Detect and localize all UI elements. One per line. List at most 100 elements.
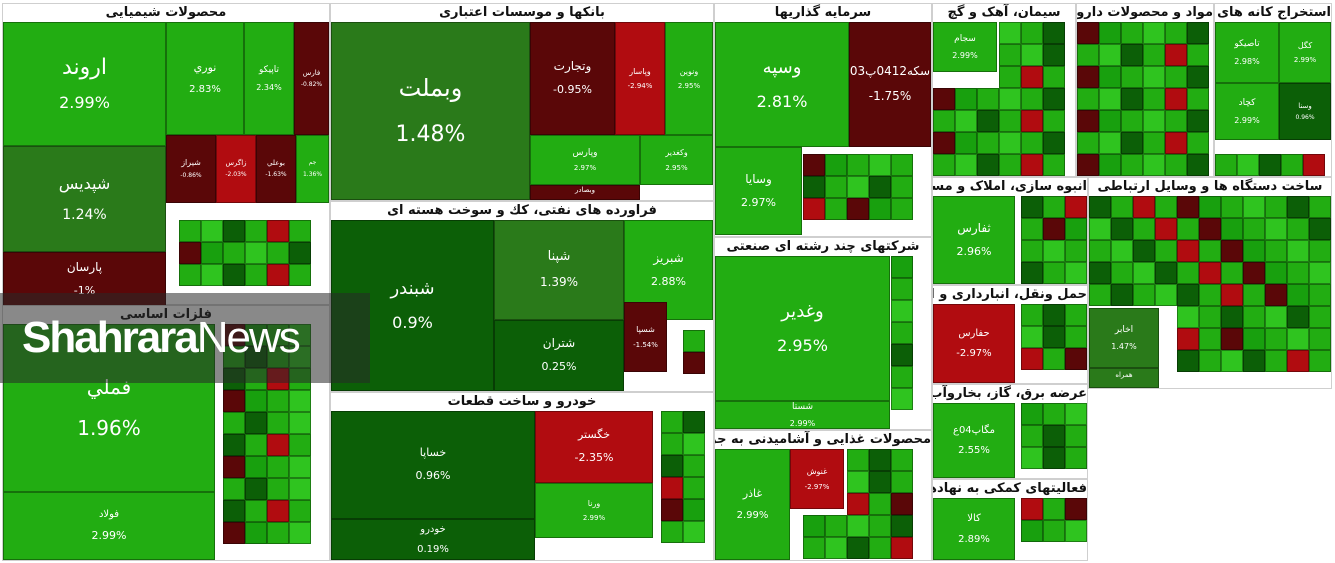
symbol-tile[interactable]: بوعلي -1.63% [256,135,296,203]
minor-symbol-tile[interactable] [1021,218,1043,240]
symbol-tile[interactable]: وكغدير 2.95% [640,135,713,185]
minor-symbol-tile[interactable] [683,330,705,352]
minor-symbol-tile[interactable] [1021,66,1043,88]
minor-symbol-tile[interactable] [847,449,869,471]
minor-symbol-tile[interactable] [1221,328,1243,350]
minor-symbol-tile[interactable] [1021,326,1043,348]
minor-symbol-tile[interactable] [825,176,847,198]
minor-symbol-tile[interactable] [267,220,289,242]
minor-symbol-tile[interactable] [1065,520,1087,542]
minor-symbol-tile[interactable] [223,390,245,412]
minor-symbol-tile[interactable] [245,220,267,242]
minor-symbol-tile[interactable] [1287,262,1309,284]
minor-symbol-tile[interactable] [1133,196,1155,218]
minor-symbol-tile[interactable] [223,500,245,522]
minor-symbol-tile[interactable] [1199,328,1221,350]
minor-symbol-tile[interactable] [999,110,1021,132]
minor-symbol-tile[interactable] [267,522,289,544]
minor-symbol-tile[interactable] [1065,196,1087,218]
minor-symbol-tile[interactable] [1121,44,1143,66]
minor-symbol-tile[interactable] [1077,110,1099,132]
minor-symbol-tile[interactable] [1187,44,1209,66]
minor-symbol-tile[interactable] [1043,132,1065,154]
symbol-tile[interactable]: خساپا 0.96% [331,411,535,519]
minor-symbol-tile[interactable] [1221,196,1243,218]
minor-symbol-tile[interactable] [1287,350,1309,372]
minor-symbol-tile[interactable] [245,456,267,478]
symbol-tile[interactable]: شيراز -0.86% [166,135,216,203]
minor-symbol-tile[interactable] [933,88,955,110]
minor-symbol-tile[interactable] [1099,154,1121,176]
minor-symbol-tile[interactable] [1065,498,1087,520]
minor-symbol-tile[interactable] [1221,350,1243,372]
minor-symbol-tile[interactable] [891,344,913,366]
minor-symbol-tile[interactable] [245,390,267,412]
minor-symbol-tile[interactable] [847,198,869,220]
minor-symbol-tile[interactable] [1099,88,1121,110]
minor-symbol-tile[interactable] [1111,218,1133,240]
minor-symbol-tile[interactable] [1089,240,1111,262]
minor-symbol-tile[interactable] [803,198,825,220]
minor-symbol-tile[interactable] [1111,196,1133,218]
minor-symbol-tile[interactable] [891,515,913,537]
minor-symbol-tile[interactable] [661,411,683,433]
minor-symbol-tile[interactable] [223,264,245,286]
minor-symbol-tile[interactable] [267,500,289,522]
minor-symbol-tile[interactable] [933,132,955,154]
minor-symbol-tile[interactable] [1287,196,1309,218]
minor-symbol-tile[interactable] [201,220,223,242]
symbol-tile[interactable]: مگاپ04ع 2.55% [933,403,1015,478]
minor-symbol-tile[interactable] [1021,196,1043,218]
minor-symbol-tile[interactable] [1243,218,1265,240]
symbol-tile[interactable]: همراه [1089,368,1159,388]
minor-symbol-tile[interactable] [1265,240,1287,262]
symbol-tile[interactable]: وبصادر [530,185,640,200]
minor-symbol-tile[interactable] [1099,22,1121,44]
minor-symbol-tile[interactable] [1221,262,1243,284]
minor-symbol-tile[interactable] [999,22,1021,44]
minor-symbol-tile[interactable] [289,390,311,412]
minor-symbol-tile[interactable] [1021,498,1043,520]
minor-symbol-tile[interactable] [267,478,289,500]
minor-symbol-tile[interactable] [1265,218,1287,240]
minor-symbol-tile[interactable] [977,132,999,154]
minor-symbol-tile[interactable] [1065,240,1087,262]
minor-symbol-tile[interactable] [1265,350,1287,372]
minor-symbol-tile[interactable] [267,412,289,434]
minor-symbol-tile[interactable] [1165,88,1187,110]
minor-symbol-tile[interactable] [1287,218,1309,240]
minor-symbol-tile[interactable] [223,434,245,456]
minor-symbol-tile[interactable] [1111,284,1133,306]
minor-symbol-tile[interactable] [289,220,311,242]
minor-symbol-tile[interactable] [1021,44,1043,66]
symbol-tile[interactable]: تاپيكو 2.34% [244,22,294,135]
minor-symbol-tile[interactable] [933,110,955,132]
minor-symbol-tile[interactable] [1043,348,1065,370]
minor-symbol-tile[interactable] [1111,240,1133,262]
minor-symbol-tile[interactable] [245,412,267,434]
minor-symbol-tile[interactable] [1237,154,1259,176]
minor-symbol-tile[interactable] [891,256,913,278]
minor-symbol-tile[interactable] [1121,132,1143,154]
symbol-tile[interactable]: كالا 2.89% [933,498,1015,560]
minor-symbol-tile[interactable] [1065,425,1087,447]
minor-symbol-tile[interactable] [999,132,1021,154]
minor-symbol-tile[interactable] [1187,22,1209,44]
minor-symbol-tile[interactable] [977,110,999,132]
minor-symbol-tile[interactable] [1121,88,1143,110]
minor-symbol-tile[interactable] [1143,22,1165,44]
minor-symbol-tile[interactable] [1043,44,1065,66]
symbol-tile[interactable]: حفارس -2.97% [933,304,1015,383]
symbol-tile[interactable]: اروند 2.99% [3,22,166,146]
minor-symbol-tile[interactable] [1077,22,1099,44]
symbol-tile[interactable]: وتجارت -0.95% [530,22,615,135]
minor-symbol-tile[interactable] [201,242,223,264]
minor-symbol-tile[interactable] [1199,284,1221,306]
minor-symbol-tile[interactable] [1309,284,1331,306]
symbol-tile[interactable]: جم 1.36% [296,135,329,203]
minor-symbol-tile[interactable] [201,264,223,286]
minor-symbol-tile[interactable] [1243,284,1265,306]
minor-symbol-tile[interactable] [1177,218,1199,240]
minor-symbol-tile[interactable] [1265,262,1287,284]
minor-symbol-tile[interactable] [955,88,977,110]
